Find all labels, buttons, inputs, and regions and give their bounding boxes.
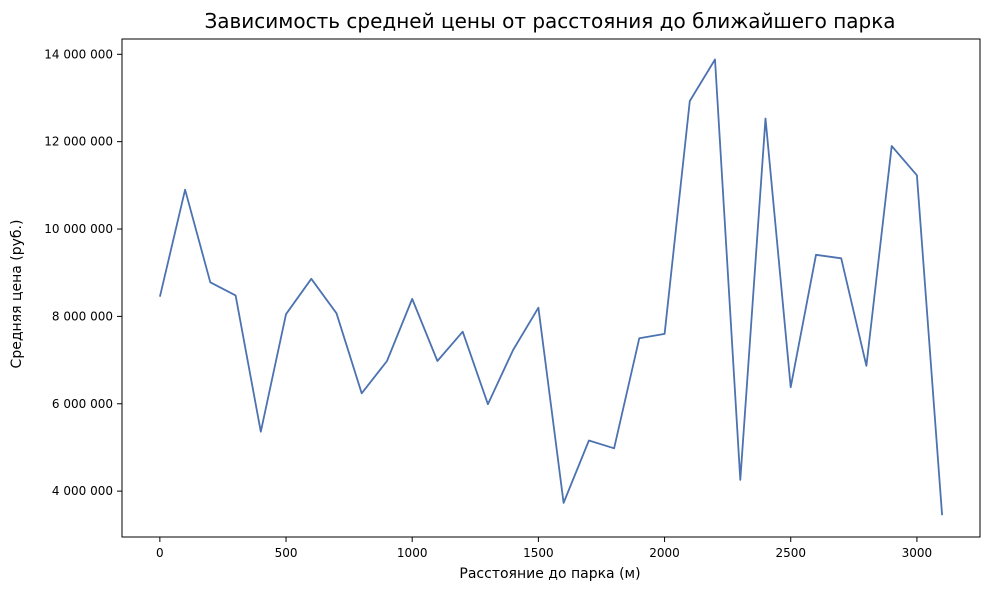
x-tick-label: 2000 — [649, 546, 680, 560]
axes-frame — [121, 38, 981, 538]
x-tick-label: 0 — [156, 546, 164, 560]
y-tick-label: 8 000 000 — [52, 309, 113, 323]
x-tick-label: 3000 — [902, 546, 933, 560]
chart-title: Зависимость средней цены от расстояния д… — [204, 9, 895, 33]
y-tick-label: 4 000 000 — [52, 484, 113, 498]
y-axis-label: Средняя цена (руб.) — [9, 220, 25, 369]
y-tick-label: 14 000 000 — [44, 47, 113, 61]
y-axis: 4 000 000 6 000 000 8 000 000 10 000 000 12 … — [44, 47, 122, 498]
series-line — [159, 58, 943, 516]
x-tick-label: 2500 — [775, 546, 806, 560]
x-axis: 0 500 1000 1500 2000 2500 3000 — [156, 537, 932, 560]
x-tick-label: 500 — [275, 546, 298, 560]
x-axis-label: Расстояние до парка (м) — [459, 566, 640, 582]
y-tick-label: 12 000 000 — [44, 135, 113, 149]
y-tick-label: 6 000 000 — [52, 397, 113, 411]
x-tick-label: 1000 — [397, 546, 428, 560]
y-tick-label: 10 000 000 — [44, 222, 113, 236]
plot-area — [159, 58, 943, 516]
x-tick-label: 1500 — [523, 546, 554, 560]
